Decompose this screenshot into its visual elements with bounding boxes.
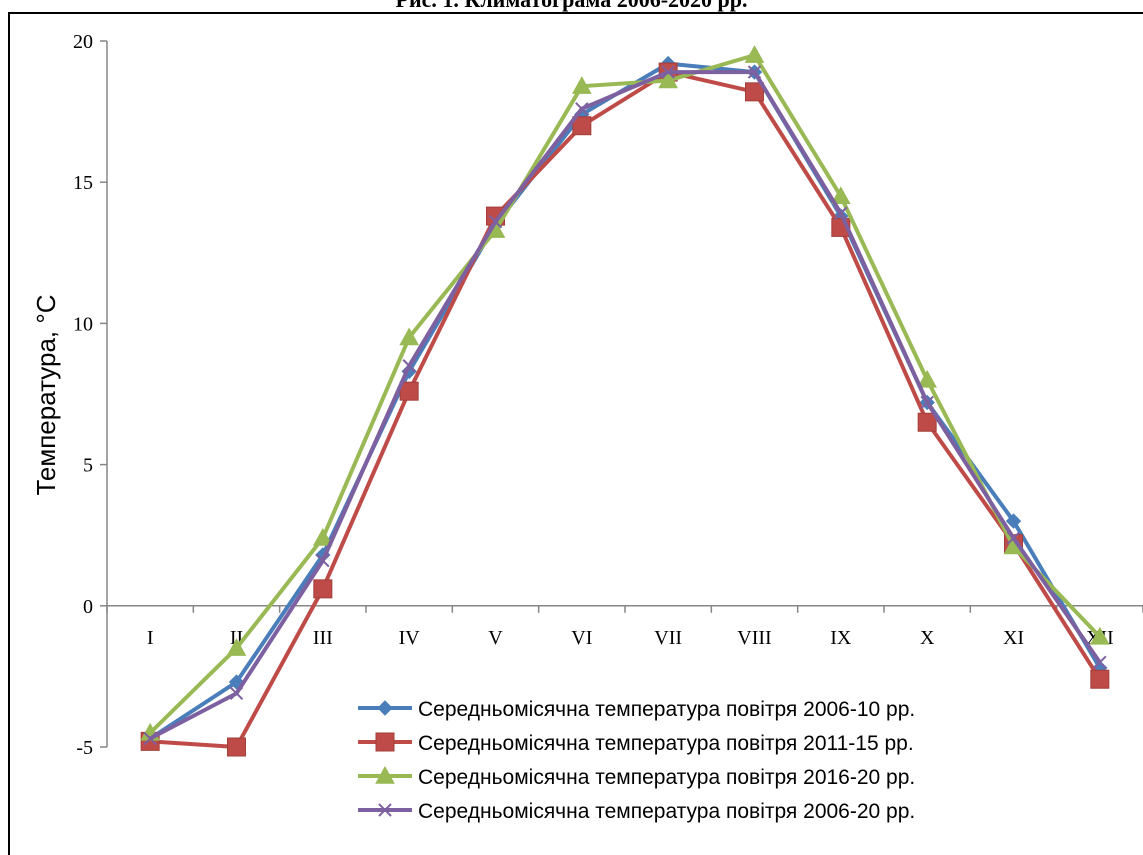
data-point (834, 206, 848, 220)
series-layer (140, 45, 1110, 757)
x-tick-label: V (488, 627, 503, 649)
y-tick-label: 5 (83, 455, 93, 477)
data-point (399, 381, 419, 401)
x-tick-label: IV (399, 627, 421, 649)
legend-item-3: Середньомісячна температура повітря 2016… (358, 765, 915, 789)
legend-label: Середньомісячна температура повітря 2006… (418, 698, 915, 721)
series-2 (140, 62, 1110, 757)
y-tick-label: 0 (83, 596, 93, 618)
y-tick-label: 10 (73, 313, 93, 335)
data-point (575, 102, 589, 116)
y-tick-label: -5 (76, 737, 93, 759)
y-tick-label: 15 (73, 172, 93, 194)
x-tick-label: VII (654, 627, 682, 649)
series-4 (143, 65, 1107, 746)
legend-marker (375, 732, 395, 752)
data-point (488, 215, 503, 229)
series-3 (140, 45, 1110, 741)
legend-item-2: Середньомісячна температура повітря 2011… (358, 732, 914, 755)
legend-marker (378, 803, 392, 817)
x-tick-label: I (147, 627, 154, 649)
data-point (1006, 531, 1021, 545)
data-point (661, 65, 675, 79)
series-line (150, 70, 1102, 749)
data-point (313, 579, 333, 599)
legend-marker (375, 765, 395, 784)
data-point (399, 327, 420, 346)
chart-title: Рис. 1. Климатограма 2006-2020 рр. (0, 0, 1143, 14)
legend-item-1: Середньомісячна температура повітря 2006… (358, 698, 915, 721)
legend-label: Середньомісячна температура повітря 2006… (418, 800, 915, 823)
y-tick-label: 20 (73, 31, 93, 53)
data-point (1093, 655, 1107, 669)
series-line (149, 70, 1102, 741)
data-point (830, 186, 851, 205)
legend-item-4: Середньомісячна температура повітря 2006… (358, 800, 915, 823)
legend: Середньомісячна температура повітря 2006… (358, 698, 915, 823)
legend-label: Середньомісячна температура повітря 2016… (418, 766, 915, 789)
x-tick-label: X (920, 627, 935, 649)
y-axis-label: Температура, °С (31, 294, 61, 495)
chart-frame (8, 12, 1143, 855)
data-point (1090, 669, 1110, 689)
x-tick-label: IX (830, 627, 852, 649)
data-point (572, 116, 592, 136)
data-point (745, 82, 764, 102)
legend-label: Середньомісячна температура повітря 2011… (418, 732, 914, 755)
series-line (149, 61, 1102, 741)
data-point (227, 737, 246, 757)
series-1 (142, 55, 1108, 747)
data-point (316, 553, 330, 568)
data-point (229, 686, 244, 701)
data-point (917, 369, 938, 388)
data-point (1005, 513, 1022, 529)
legend-marker (377, 700, 393, 716)
data-point (1089, 626, 1110, 645)
data-point (744, 45, 765, 63)
data-point (571, 76, 592, 94)
data-point (920, 395, 934, 410)
x-tick-label: VIII (737, 627, 771, 649)
data-point (917, 412, 937, 432)
data-point (402, 359, 416, 373)
data-point (312, 527, 333, 546)
data-point (143, 731, 157, 746)
series-line (148, 53, 1102, 735)
x-tick-label: XI (1003, 627, 1024, 649)
data-point (658, 70, 679, 89)
x-tick-label: VI (571, 627, 592, 649)
data-point (747, 65, 762, 79)
x-tick-label: III (313, 627, 333, 649)
data-point (226, 638, 247, 656)
